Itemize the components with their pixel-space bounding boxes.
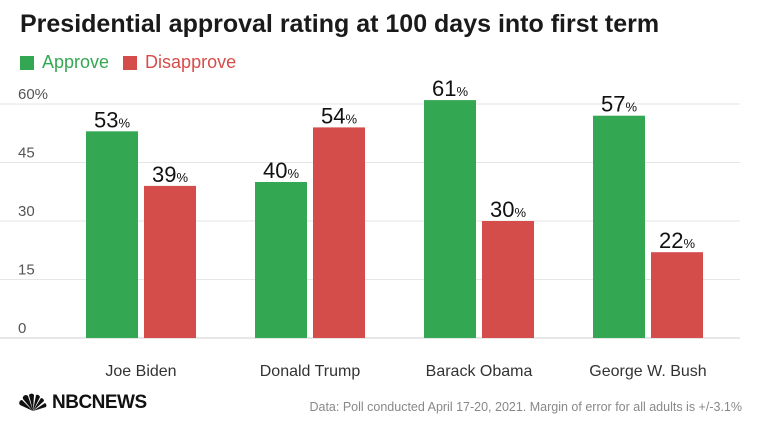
bar-disapprove xyxy=(482,221,534,338)
bar-approve xyxy=(593,115,645,338)
disapprove-swatch xyxy=(123,55,138,70)
data-label: 53% xyxy=(94,107,130,132)
bar-disapprove xyxy=(313,127,365,339)
legend-label-approve: Approve xyxy=(42,52,110,72)
bar-approve xyxy=(424,100,476,338)
x-tick-label: Barack Obama xyxy=(426,363,533,380)
nbc-news-logo: NBCNEWS xyxy=(18,392,147,414)
bar-approve xyxy=(255,182,307,338)
data-label: 30% xyxy=(490,197,526,222)
x-tick-label: Joe Biden xyxy=(105,363,176,380)
approve-swatch xyxy=(20,55,34,70)
chart-title: Presidential approval rating at 100 days… xyxy=(20,10,660,38)
bar-approve xyxy=(86,131,138,338)
y-tick-label: 30 xyxy=(18,203,35,220)
y-tick-label: 45 xyxy=(18,145,35,162)
data-label: 22% xyxy=(659,228,695,253)
y-tick-label: 0 xyxy=(18,320,26,337)
data-label: 57% xyxy=(601,92,637,117)
source-note: Data: Poll conducted April 17-20, 2021. … xyxy=(309,400,742,414)
bar-disapprove xyxy=(651,252,703,338)
legend-item-approve: Approve xyxy=(20,52,109,73)
peacock-icon xyxy=(19,393,47,411)
legend-label-disapprove: Disapprove xyxy=(145,52,237,72)
y-tick-label: 15 xyxy=(18,262,35,279)
legend-item-disapprove: Disapprove xyxy=(123,52,236,73)
data-label: 61% xyxy=(432,76,468,101)
x-tick-label: George W. Bush xyxy=(589,363,706,380)
data-label: 39% xyxy=(152,162,188,187)
y-tick-label: 60% xyxy=(18,86,48,103)
x-tick-label: Donald Trump xyxy=(260,363,361,380)
legend: Approve Disapprove xyxy=(20,52,250,73)
bar-disapprove xyxy=(144,185,196,338)
data-label: 40% xyxy=(263,158,299,183)
data-label: 54% xyxy=(321,103,357,128)
logo-text: NBCNEWS xyxy=(52,392,147,413)
